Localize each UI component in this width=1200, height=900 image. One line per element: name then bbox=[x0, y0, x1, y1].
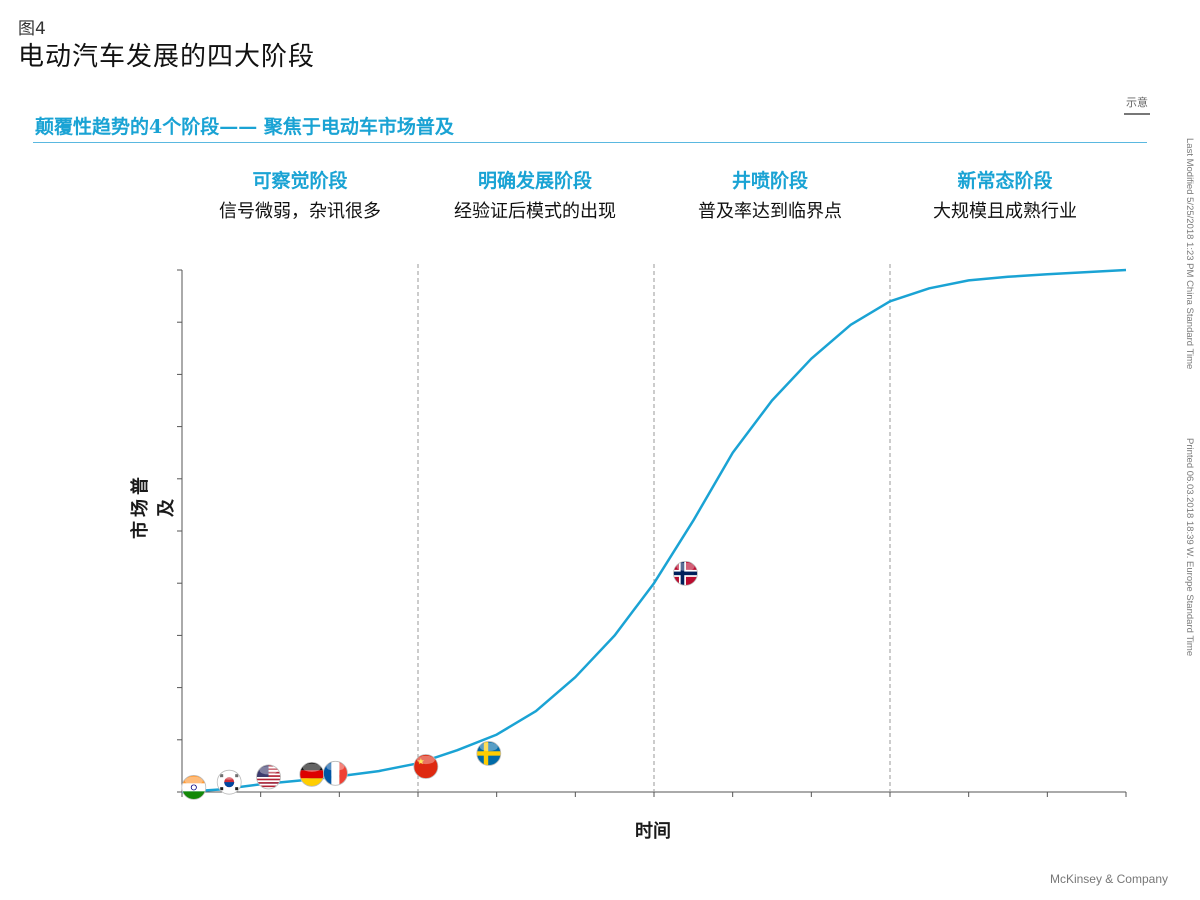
flag-south-korea-icon bbox=[217, 770, 242, 795]
phase-2: 明确发展阶段 经验证后模式的出现 bbox=[415, 166, 655, 223]
printed-note: Printed 06.03.2018 18:39 W. Europe Stand… bbox=[1184, 438, 1195, 657]
phase-1: 可察觉阶段 信号微弱，杂讯很多 bbox=[180, 166, 420, 223]
flag-rim bbox=[216, 769, 242, 795]
illustrative-tag: 示意 bbox=[1124, 94, 1150, 115]
last-modified-note: Last Modified 5/25/2018 1:23 PM China St… bbox=[1184, 138, 1195, 370]
phase-2-title: 明确发展阶段 bbox=[477, 170, 592, 192]
figure-number: 图4 bbox=[18, 19, 46, 39]
flag-rim bbox=[476, 741, 502, 766]
y-axis-label: 市场普及 bbox=[130, 473, 177, 539]
phase-2-desc: 经验证后模式的出现 bbox=[454, 201, 616, 222]
flag-rim bbox=[413, 754, 439, 779]
page-title: 电动汽车发展的四大阶段 bbox=[18, 42, 316, 72]
chart-subtitle: 颠覆性趋势的4个阶段—— 聚焦于电动车市场普及 bbox=[35, 116, 454, 138]
flag-germany-icon bbox=[299, 762, 324, 787]
phase-4-title: 新常态阶段 bbox=[957, 170, 1053, 192]
phase-1-title: 可察觉阶段 bbox=[252, 170, 348, 192]
flag-rim bbox=[256, 764, 281, 790]
phase-3: 井喷阶段 普及率达到临界点 bbox=[650, 166, 890, 223]
phase-4-desc: 大规模且成熟行业 bbox=[933, 201, 1077, 222]
flag-china-icon bbox=[413, 754, 438, 779]
footer-brand: McKinsey & Company bbox=[1049, 872, 1168, 886]
phase-1-desc: 信号微弱，杂讯很多 bbox=[219, 201, 381, 222]
flag-rim bbox=[673, 560, 698, 586]
flag-usa-icon bbox=[256, 764, 281, 789]
x-axis-label: 时间 bbox=[635, 821, 671, 842]
flag-norway-icon bbox=[673, 561, 698, 586]
phase-3-desc: 普及率达到临界点 bbox=[698, 201, 842, 222]
flag-france-icon bbox=[323, 761, 348, 786]
phase-4: 新常态阶段 大规模且成熟行业 bbox=[885, 166, 1125, 223]
flag-sweden-icon bbox=[476, 741, 501, 766]
flag-rim bbox=[181, 774, 207, 800]
subtitle-divider bbox=[33, 142, 1147, 143]
flag-rim bbox=[322, 760, 348, 786]
flag-india-icon bbox=[181, 775, 206, 800]
phase-3-title: 井喷阶段 bbox=[731, 170, 808, 192]
